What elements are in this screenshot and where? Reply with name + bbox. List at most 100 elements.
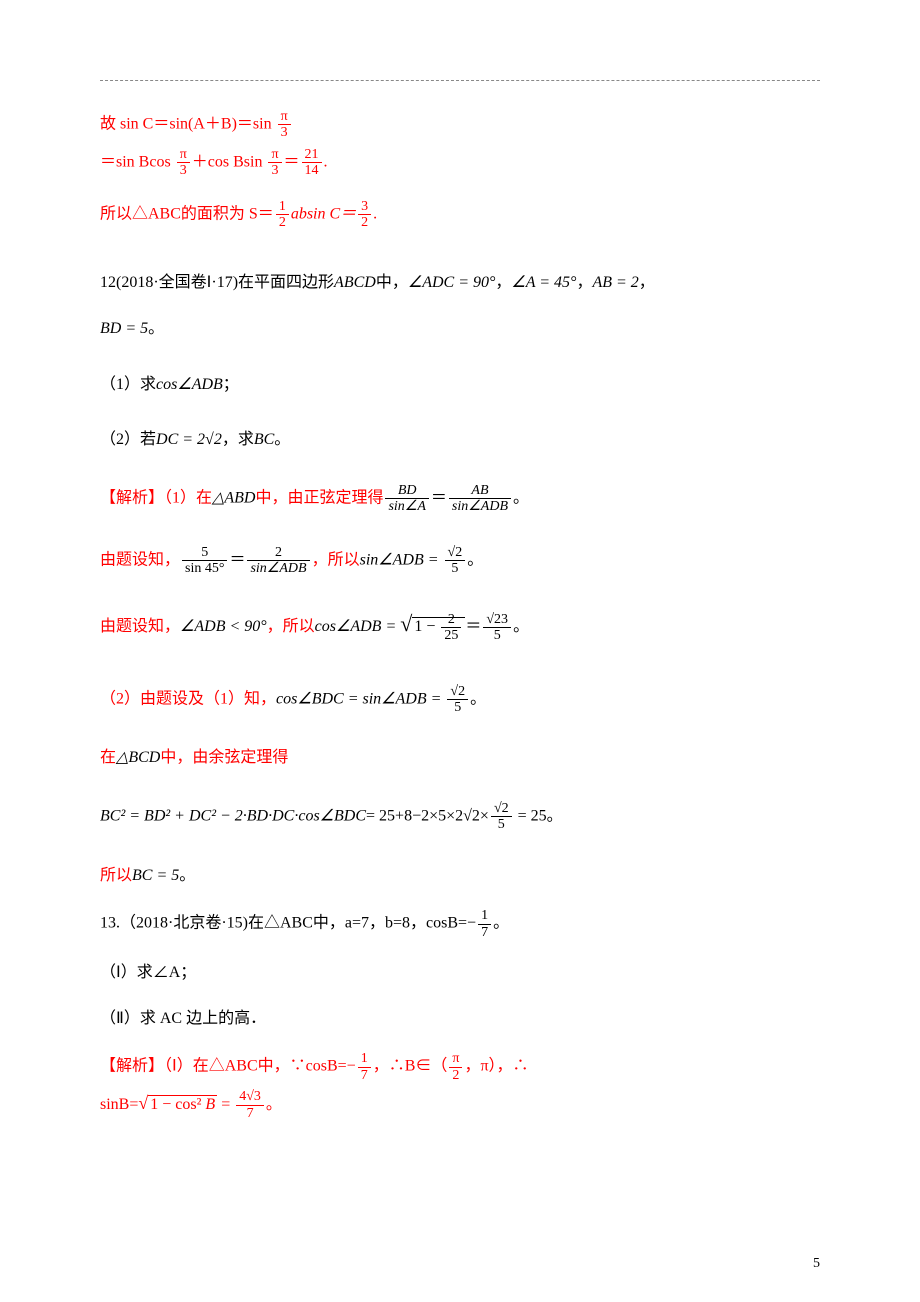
solution-tag: 【解析】 (100, 489, 164, 506)
t: ，π），∴ (464, 1058, 528, 1075)
t: ，求 (222, 431, 254, 448)
t: ， (576, 274, 592, 291)
t: 。 (547, 807, 563, 824)
sol13-1: 【解析】（Ⅰ）在△ABC中，∵cosB=−17，∴B∈（π2，π），∴ (100, 1051, 820, 1083)
t: （1）在 (164, 489, 212, 506)
t: sin∠ADB = (360, 551, 439, 568)
t: cos∠BDC = sin∠ADB = (276, 690, 441, 707)
solution-tag: 【解析】 (100, 1058, 164, 1075)
t: 。 (148, 320, 164, 337)
t: sinB= (100, 1096, 138, 1113)
page-number: 5 (813, 1256, 820, 1272)
problem-13: 13.（2018·北京卷·15)在△ABC中，a=7，b=8，cosB=−17。 (100, 908, 820, 940)
t: cos∠ADB (156, 376, 223, 393)
t: BC² = BD² + DC² − 2·BD·DC·cos∠BDC (100, 807, 366, 824)
t: absin C＝ (291, 205, 356, 222)
t: = 25 (514, 807, 547, 824)
t: ＝sin Bcos (100, 153, 175, 170)
t: 所以 (100, 867, 132, 884)
sol12-5: 在△BCD中，由余弦定理得 (100, 745, 820, 771)
d: 7 (358, 1068, 371, 1083)
t: ＝ (229, 551, 245, 568)
t: ， (495, 274, 511, 291)
t: ABCD (334, 274, 376, 291)
t: （1）求 (100, 376, 156, 393)
d: 5 (445, 561, 466, 576)
t: AB = 2 (592, 274, 638, 291)
sol-prev-1: 故 sin C＝sin(A＋B)＝sin π3 (100, 109, 820, 141)
d: 2 (276, 215, 289, 230)
n: 21 (302, 147, 322, 163)
t: 故 sin C＝sin(A＋B)＝sin (100, 116, 276, 133)
sqrt-expr: √1 − 225 (400, 618, 465, 635)
n: AB (449, 483, 511, 499)
t: 中，由正弦定理得 (255, 489, 383, 506)
t: 在 (100, 749, 116, 766)
sol12-6: BC² = BD² + DC² − 2·BD·DC·cos∠BDC= 25+8−… (100, 801, 820, 833)
n: √23 (483, 612, 511, 628)
n: π (278, 109, 291, 125)
t: BC (254, 431, 274, 448)
sol-prev-2: ＝sin Bcos π3＋cos Bsin π3＝2114. (100, 147, 820, 179)
n: 4√3 (236, 1089, 264, 1105)
t: ，所以 (312, 551, 360, 568)
t: ＝ (465, 618, 481, 635)
t: ； (223, 376, 239, 393)
d: sin∠ADB (247, 561, 309, 576)
t: = 25+8−2×5×2√2× (366, 807, 489, 824)
d: 5 (447, 700, 468, 715)
d: 3 (177, 163, 190, 178)
n: 1 (276, 199, 289, 215)
sol13-2: sinB=√1 − cos² B = 4√37。 (100, 1089, 820, 1121)
t: ，所以 (267, 618, 315, 635)
t: （2）由题设及（1）知， (100, 690, 276, 707)
d: 7 (478, 925, 491, 940)
t: BD = 5 (100, 320, 148, 337)
sol12-7: 所以BC = 5。 (100, 863, 820, 889)
sol12-2: 由题设知，5sin 45°＝2sin∠ADB，所以sin∠ADB = √25。 (100, 545, 820, 577)
d: 3 (268, 163, 281, 178)
t: DC = 2√2 (156, 431, 222, 448)
problem-13-part1: （Ⅰ）求∠A； (100, 960, 820, 986)
t: △BCD (116, 749, 160, 766)
n: √2 (447, 684, 468, 700)
t: 12(2018·全国卷Ⅰ·17)在平面四边形 (100, 274, 334, 291)
t: 。 (179, 867, 195, 884)
sol12-4: （2）由题设及（1）知，cos∠BDC = sin∠ADB = √25。 (100, 684, 820, 716)
t: 。 (493, 915, 509, 932)
n: π (268, 147, 281, 163)
d: 2 (358, 215, 371, 230)
n: 2 (247, 545, 309, 561)
d: sin 45° (182, 561, 227, 576)
t: （Ⅰ）求∠A； (100, 964, 196, 981)
t: 。 (467, 551, 483, 568)
t: 。 (513, 489, 529, 506)
n: 1 (358, 1051, 371, 1067)
n: 1 (478, 908, 491, 924)
t: ∠ADB < 90° (180, 618, 267, 635)
t: ∠A = 45° (511, 274, 576, 291)
n: √2 (445, 545, 466, 561)
t: （Ⅰ）在△ABC中，∵cosB=− (164, 1058, 356, 1075)
t: ∠ADC = 90° (408, 274, 496, 291)
sol12-3: 由题设知，∠ADB < 90°，所以cos∠ADB = √1 − 225＝√23… (100, 606, 820, 643)
t: ，∴B∈（ (373, 1058, 448, 1075)
sqrt-expr: √1 − cos² B (138, 1096, 217, 1113)
t: ＝ (284, 153, 300, 170)
page: 故 sin C＝sin(A＋B)＝sin π3 ＝sin Bcos π3＋cos… (0, 0, 920, 1302)
sol-prev-3: 所以△ABC的面积为 S＝12absin C＝32. (100, 199, 820, 231)
t: 13.（2018·北京卷·15)在△ABC中，a=7，b=8，cosB=− (100, 915, 476, 932)
t: ， (639, 274, 655, 291)
t: . (373, 205, 377, 222)
t: 中， (376, 274, 408, 291)
d: 7 (236, 1106, 264, 1121)
t: cos∠ADB = (315, 618, 401, 635)
n: BD (385, 483, 428, 499)
t: 。 (513, 618, 529, 635)
top-rule (100, 80, 820, 81)
d: 5 (483, 628, 511, 643)
t: △ABD (212, 489, 255, 506)
n: 3 (358, 199, 371, 215)
t: 所以△ABC的面积为 S＝ (100, 205, 274, 222)
t: = (217, 1096, 234, 1113)
